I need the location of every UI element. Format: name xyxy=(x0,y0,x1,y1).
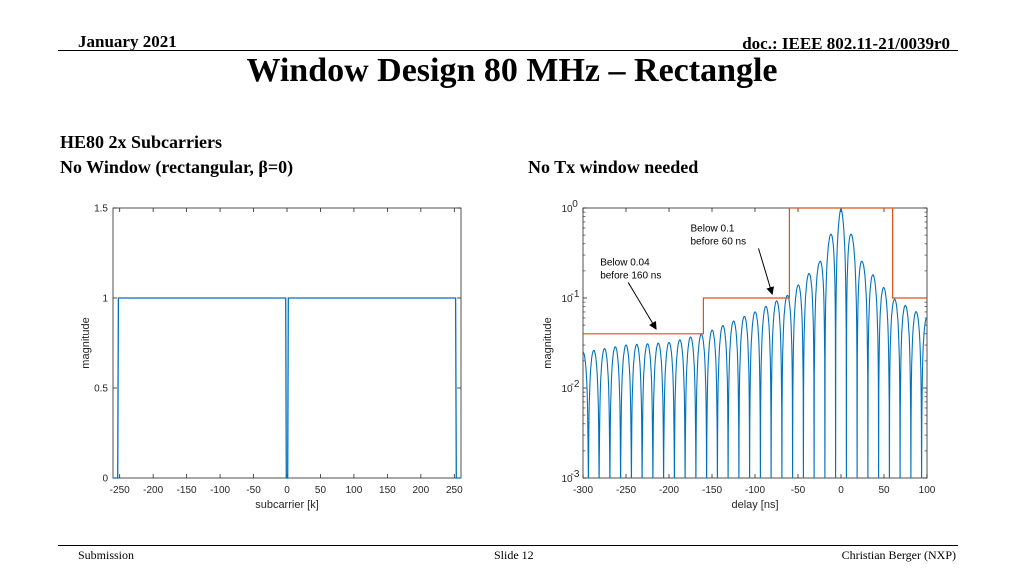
x-tick-label: 0 xyxy=(284,485,290,496)
magnitude-series xyxy=(113,297,461,479)
x-tick-label: -300 xyxy=(573,485,593,496)
x-tick-label: 150 xyxy=(379,485,396,496)
x-tick-label: 250 xyxy=(446,485,463,496)
x-tick-label: 100 xyxy=(346,485,363,496)
y-tick-exponent: 0 xyxy=(572,199,578,210)
annotation-line1: Below 0.1 xyxy=(691,223,735,234)
x-tick-label: -200 xyxy=(659,485,679,496)
y-tick-label: 0 xyxy=(102,474,108,485)
x-tick-label: 200 xyxy=(413,485,430,496)
footer-submission: Submission xyxy=(78,548,135,562)
y-tick-label: 1.5 xyxy=(94,204,108,215)
y-tick-exponent: -2 xyxy=(571,379,580,390)
annotation-arrow xyxy=(758,248,775,296)
footer-author: Christian Berger (NXP) xyxy=(841,548,956,562)
x-tick-label: -250 xyxy=(616,485,636,496)
plot-area xyxy=(582,207,928,479)
x-tick-label: -250 xyxy=(110,485,130,496)
right-caption: No Tx window needed xyxy=(528,157,699,177)
y-axis-label: magnitude xyxy=(80,317,92,368)
annotation-line2: before 160 ns xyxy=(600,270,661,281)
x-tick-label: 50 xyxy=(315,485,327,496)
slide-title: Window Design 80 MHz – Rectangle xyxy=(246,52,778,89)
y-tick-label: 0.5 xyxy=(94,384,108,395)
spectral-mask-series xyxy=(583,208,927,335)
x-axis-label: delay [ns] xyxy=(731,499,778,511)
x-tick-label: -150 xyxy=(702,485,722,496)
y-tick-label: 10 xyxy=(561,474,573,485)
x-tick-label: -100 xyxy=(210,485,230,496)
plot-area xyxy=(112,207,462,479)
x-tick-label: 100 xyxy=(919,485,936,496)
delay-response-series xyxy=(583,208,927,478)
y-axis-label: magnitude xyxy=(542,317,554,368)
footer-slide-number: Slide 12 xyxy=(494,548,534,562)
x-tick-label: 50 xyxy=(878,485,890,496)
header-rule xyxy=(58,50,958,51)
y-tick-exponent: -3 xyxy=(571,469,580,480)
y-tick-label: 1 xyxy=(102,294,108,305)
x-tick-label: 0 xyxy=(838,485,844,496)
annotation-arrow xyxy=(627,282,657,330)
header-doc-id: doc.: IEEE 802.11-21/0039r0 xyxy=(742,34,950,53)
annotation-line1: Below 0.04 xyxy=(600,257,650,268)
x-tick-label: -50 xyxy=(791,485,806,496)
x-tick-label: -100 xyxy=(745,485,765,496)
x-tick-label: -150 xyxy=(177,485,197,496)
y-tick-exponent: -1 xyxy=(571,289,580,300)
x-axis-label: subcarrier [k] xyxy=(255,499,319,511)
header-date: January 2021 xyxy=(78,32,177,51)
y-tick-label: 10 xyxy=(561,204,573,215)
left-caption-line1: HE80 2x Subcarriers xyxy=(60,132,222,152)
left-caption-line2: No Window (rectangular, β=0) xyxy=(60,157,294,177)
x-tick-label: -200 xyxy=(143,485,163,496)
annotation-line2: before 60 ns xyxy=(691,236,747,247)
y-tick-label: 10 xyxy=(561,294,573,305)
x-tick-label: -50 xyxy=(246,485,261,496)
y-tick-label: 10 xyxy=(561,384,573,395)
footer-rule xyxy=(58,545,958,546)
